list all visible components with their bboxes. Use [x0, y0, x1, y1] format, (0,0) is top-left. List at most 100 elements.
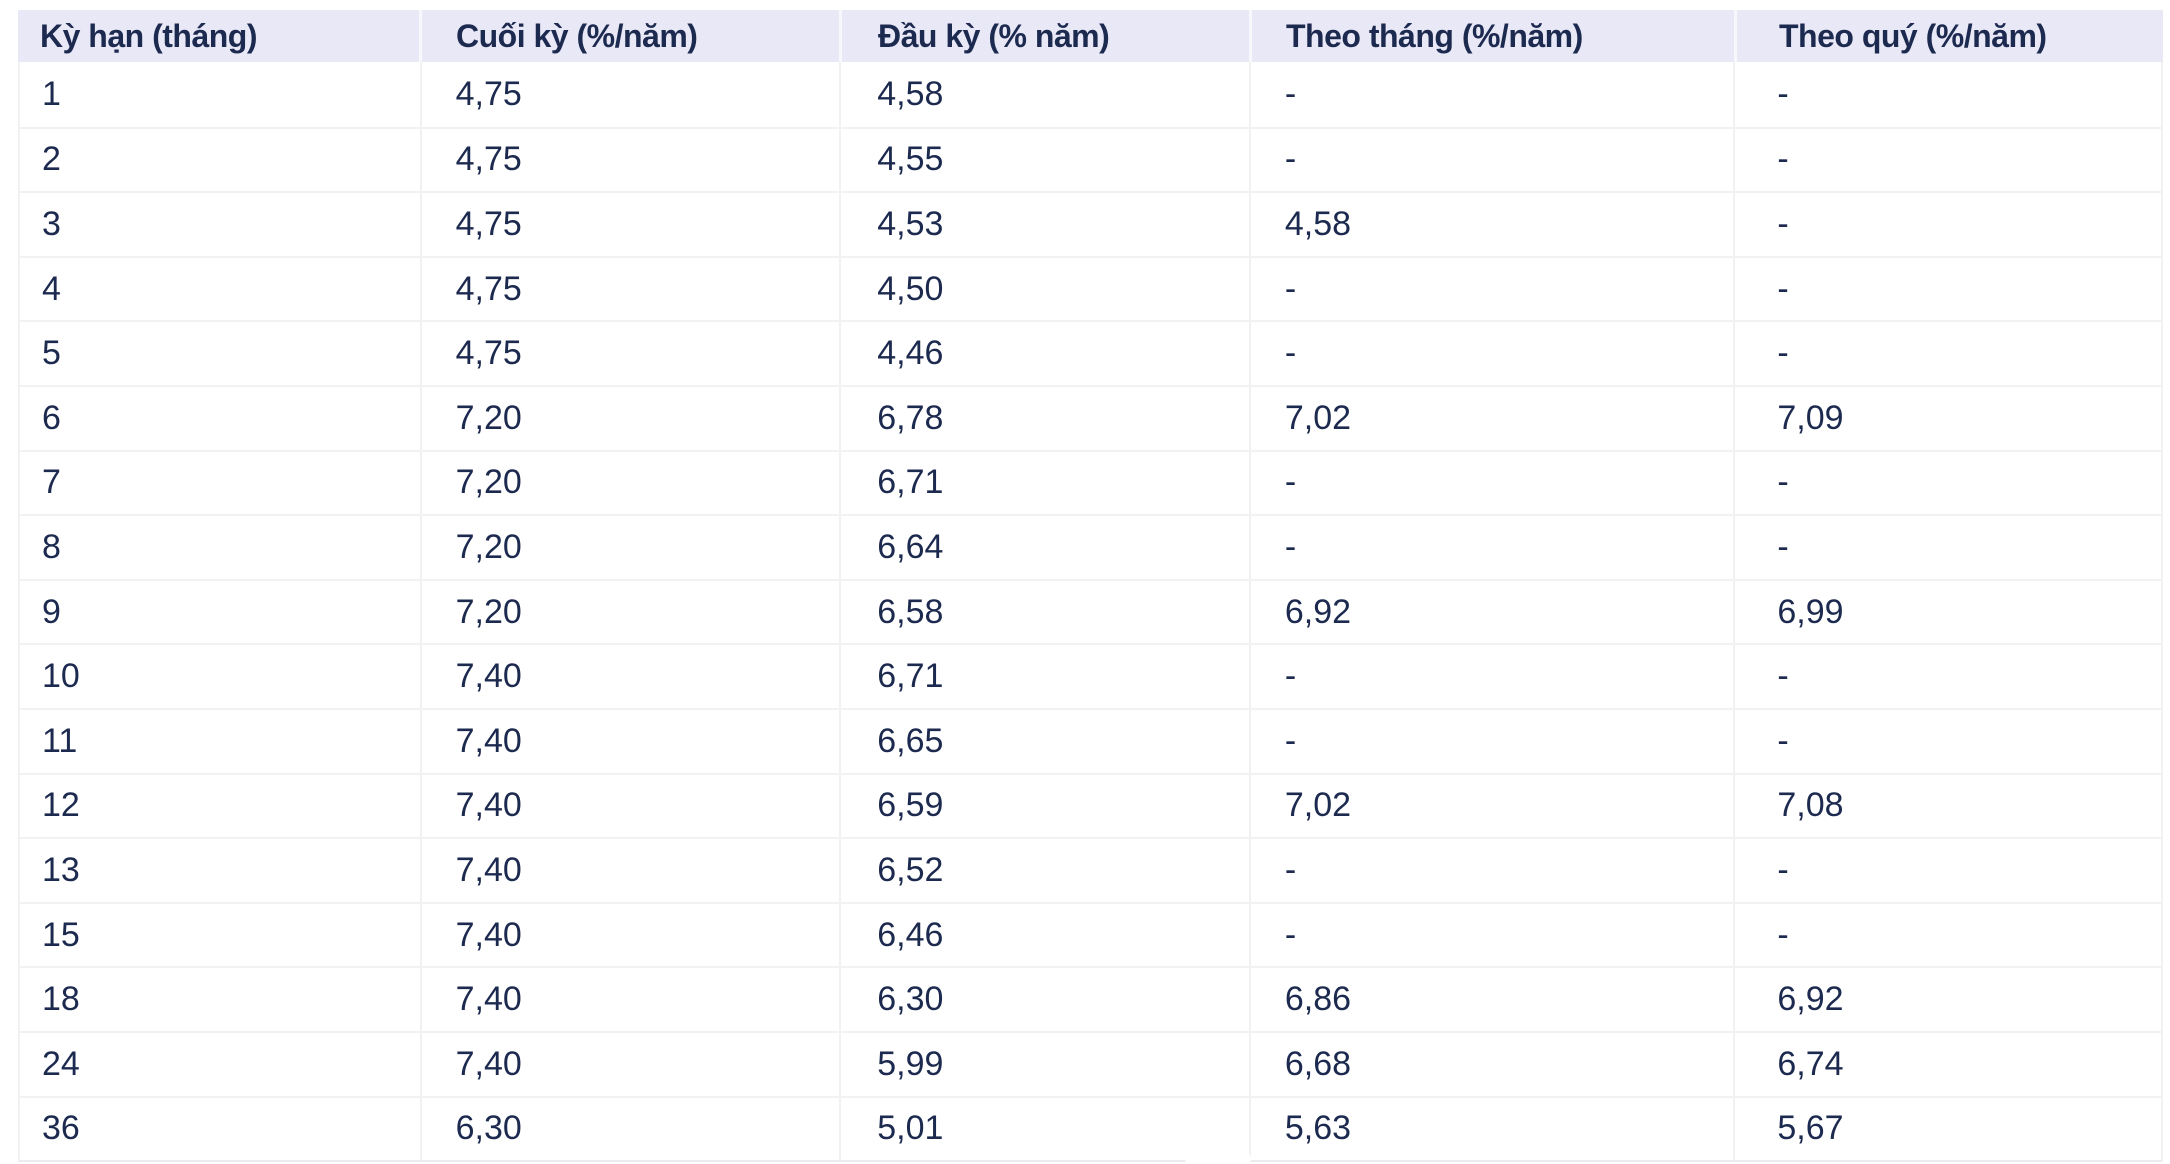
- table-cell: 6,74: [1777, 1044, 1844, 1083]
- table-cell: 7,02: [1251, 386, 1736, 450]
- table-cell: 6,59: [841, 774, 1251, 838]
- table-cell: 7,20: [422, 386, 842, 450]
- table-cell: 2: [20, 128, 422, 192]
- interest-rate-table: Kỳ hạn (tháng) Cuối kỳ (%/năm) Đầu kỳ (%…: [18, 10, 2163, 1163]
- column-header-term: Kỳ hạn (tháng): [18, 10, 422, 62]
- table-cell: 5: [20, 322, 422, 385]
- column-header-end-of-term: Cuối kỳ (%/năm): [422, 10, 842, 62]
- table-cell: 11: [20, 709, 422, 773]
- table-cell: -: [1777, 140, 1789, 179]
- table-cell: 9: [20, 580, 422, 644]
- table-cell: 6,78: [841, 386, 1251, 450]
- table-cell: 4,58: [841, 62, 1251, 127]
- table-cell: 6,64: [841, 516, 1251, 579]
- table-cell: 36: [20, 1097, 422, 1161]
- table-cell: -: [1777, 334, 1789, 373]
- table-cell: 5,67: [1777, 1109, 1844, 1148]
- table-cell: 15: [20, 903, 422, 967]
- table-cell: -: [1251, 645, 1736, 708]
- table-row: 4 4,75 4,50- -: [20, 255, 2161, 321]
- table-row: 3 4,75 4,53 4,58 -: [20, 191, 2161, 256]
- table-cell: 6,68: [1251, 1032, 1736, 1096]
- bottom-border-gap: [1185, 1153, 1251, 1164]
- table-cell: 7,40: [422, 774, 842, 838]
- table-cell: 1: [20, 62, 422, 127]
- table-cell: 7,20: [422, 451, 842, 515]
- table-cell: 4: [20, 257, 422, 321]
- table-cell: -: [1777, 269, 1789, 308]
- table-cell: -: [1777, 74, 1789, 113]
- table-cell: 6,99: [1777, 592, 1844, 631]
- table-cell: 8: [20, 516, 422, 579]
- table-cell: 6,92: [1777, 980, 1844, 1019]
- table-row: 18 7,40 6,30 6,86 6,92: [20, 966, 2161, 1031]
- table-cell: 7,09: [1777, 398, 1844, 437]
- table-cell: -: [1251, 257, 1736, 321]
- table-cell: -: [1251, 322, 1736, 385]
- table-cell: 7,40: [422, 903, 842, 967]
- table-cell: 24: [20, 1032, 422, 1096]
- table-row: 36 6,30 5,01 5,63 5,67: [20, 1095, 2161, 1161]
- table-cell: 7,40: [422, 968, 842, 1031]
- table-header-row: Kỳ hạn (tháng) Cuối kỳ (%/năm) Đầu kỳ (%…: [18, 10, 2163, 62]
- table-row: 8 7,20 6,64- -: [20, 514, 2161, 579]
- table-cell: 4,58: [1251, 193, 1736, 256]
- table-cell: 4,75: [422, 257, 842, 321]
- table-cell: 7: [20, 451, 422, 515]
- table-row: 10 7,40 6,71- -: [20, 643, 2161, 708]
- table-cell: -: [1777, 657, 1789, 696]
- table-cell: 6,52: [841, 839, 1251, 902]
- table-cell: -: [1251, 128, 1736, 192]
- table-cell: 4,50: [841, 257, 1251, 321]
- table-row: 11 7,40 6,65- -: [20, 707, 2161, 773]
- table-cell: -: [1777, 721, 1789, 760]
- table-row: 6 7,20 6,78 7,02 7,09: [20, 384, 2161, 450]
- table-cell: 5,99: [841, 1032, 1251, 1096]
- table-cell: 7,20: [422, 516, 842, 579]
- table-cell: 6,65: [841, 709, 1251, 773]
- table-cell: -: [1777, 915, 1789, 954]
- table-cell: 6,30: [841, 968, 1251, 1031]
- table-cell: 7,40: [422, 839, 842, 902]
- table-cell: 4,75: [422, 128, 842, 192]
- table-cell: -: [1251, 516, 1736, 579]
- table-cell: 7,20: [422, 580, 842, 644]
- table-cell: 6,71: [841, 645, 1251, 708]
- table-cell: 13: [20, 839, 422, 902]
- table-cell: 10: [20, 645, 422, 708]
- table-cell: 4,53: [841, 193, 1251, 256]
- table-row: 5 4,75 4,46- -: [20, 320, 2161, 385]
- table-cell: 4,75: [422, 193, 842, 256]
- table-cell: -: [1777, 850, 1789, 889]
- table-cell: 6,58: [841, 580, 1251, 644]
- table-row: 12 7,40 6,59 7,02 7,08: [20, 772, 2161, 838]
- table-cell: -: [1251, 709, 1736, 773]
- table-cell: 6: [20, 386, 422, 450]
- table-cell: -: [1251, 451, 1736, 515]
- table-cell: 3: [20, 193, 422, 256]
- table-row: 24 7,40 5,99 6,68 6,74: [20, 1030, 2161, 1096]
- table-cell: 4,55: [841, 128, 1251, 192]
- table-cell: 6,71: [841, 451, 1251, 515]
- table-cell: 6,92: [1251, 580, 1736, 644]
- table-row: 2 4,75 4,55- -: [20, 126, 2161, 192]
- table-cell: 18: [20, 968, 422, 1031]
- table-cell: -: [1251, 839, 1736, 902]
- table-cell: 5,63: [1251, 1097, 1736, 1161]
- table-body: 1 4,75 4,58- -2 4,75 4,55- -3 4,75 4,53 4,58-4 4,7…: [18, 62, 2163, 1163]
- table-cell: 6,86: [1251, 968, 1736, 1031]
- table-cell: 4,75: [422, 62, 842, 127]
- column-header-start-of-term: Đầu kỳ (% năm): [842, 10, 1252, 62]
- table-cell: -: [1251, 903, 1736, 967]
- table-cell: 7,40: [422, 645, 842, 708]
- table-cell: 4,75: [422, 322, 842, 385]
- table-cell: 4,46: [841, 322, 1251, 385]
- table-cell: 7,08: [1777, 786, 1844, 825]
- table-row: 15 7,40 6,46- -: [20, 901, 2161, 967]
- table-cell: -: [1777, 463, 1789, 502]
- table-cell: 7,40: [422, 709, 842, 773]
- table-cell: 12: [20, 774, 422, 838]
- table-row: 7 7,20 6,71- -: [20, 449, 2161, 515]
- table-cell: 5,01: [841, 1097, 1251, 1161]
